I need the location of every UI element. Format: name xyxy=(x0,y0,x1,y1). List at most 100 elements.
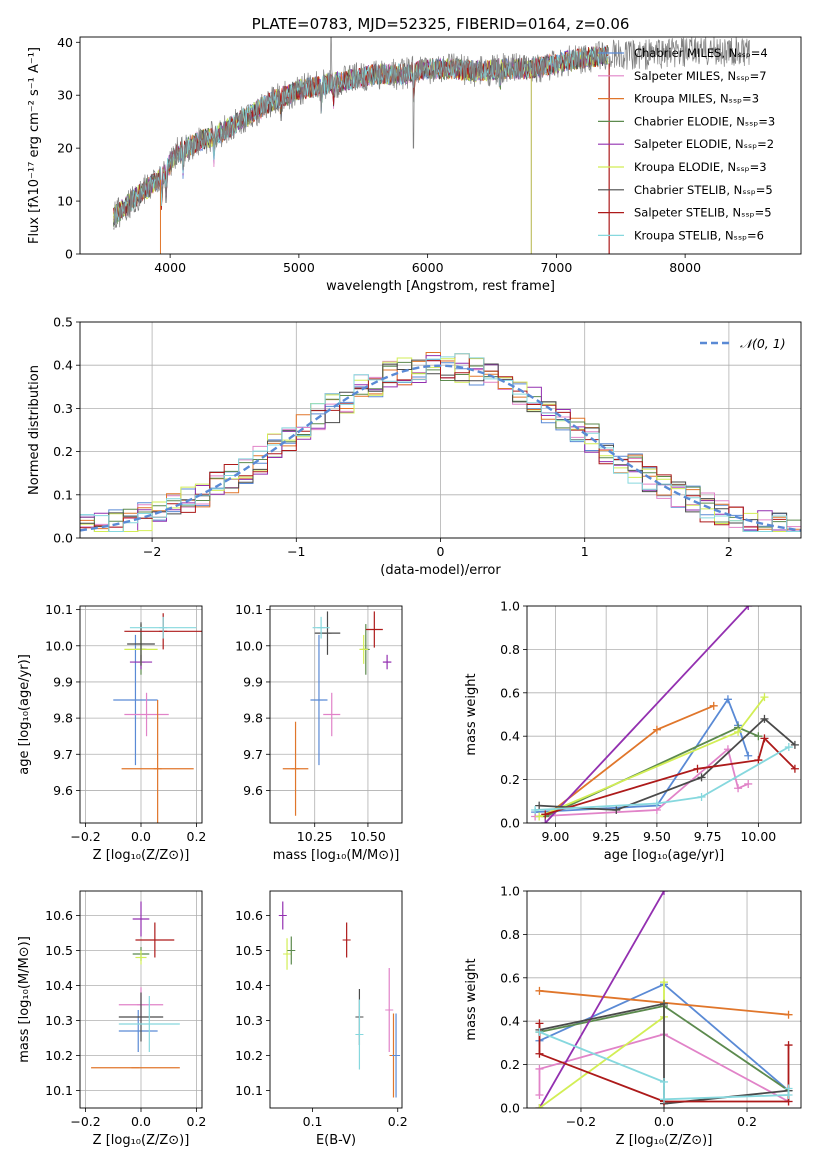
x-axis-label: (data-model)/error xyxy=(380,563,501,578)
weight-vs-Z-plot-area xyxy=(535,891,793,1108)
plus-marker xyxy=(744,606,753,610)
x-tick-label: 9.75 xyxy=(694,829,722,844)
y-tick-label: 9.7 xyxy=(53,747,73,762)
y-tick-label: 9.7 xyxy=(243,747,263,762)
plus-marker xyxy=(790,764,799,773)
y-tick-label: 10.0 xyxy=(45,638,73,653)
weight-line xyxy=(539,717,796,811)
legend-separator: , xyxy=(720,160,727,174)
plus-marker xyxy=(660,978,668,987)
mass-vs-Z-panel: −0.2 0.0 0.2 10.1 10.2 10.3 10.4 10.5 10.6 Z [log… xyxy=(17,890,206,1148)
y-tick-label: 0.4 xyxy=(500,1014,520,1029)
y-tick-label: 20 xyxy=(57,141,73,156)
y-tick-label: 40 xyxy=(57,35,73,50)
y-tick-label: 0.8 xyxy=(500,927,520,942)
legend-item: Salpeter ELODIE, Nₛₛₚ=2 xyxy=(598,137,774,151)
errorbar-point xyxy=(129,616,197,639)
x-tick-label: −0.2 xyxy=(566,1114,596,1129)
errorbar-point xyxy=(385,968,394,1052)
age-vs-Z-plot-area xyxy=(113,613,202,823)
y-tick-label: 9.6 xyxy=(243,783,263,798)
weight-line xyxy=(538,891,665,1108)
plus-marker xyxy=(660,891,668,895)
axes-frame xyxy=(79,36,802,255)
plus-marker xyxy=(784,743,793,752)
y-tick-label: 10.3 xyxy=(45,1013,73,1028)
errorbar-point xyxy=(124,692,169,737)
y-tick-label: 0.0 xyxy=(500,816,520,831)
weight-line xyxy=(545,736,796,816)
legend-separator: , xyxy=(720,69,727,83)
legend-separator: , xyxy=(729,114,736,128)
legend-nssp: Nₛₛₚ=3 xyxy=(727,160,766,174)
age-vs-Z-panel: −0.2 0.0 0.2 9.6 9.7 9.8 9.9 10.0 10.1 Z [log₁₀(Z… xyxy=(17,602,206,863)
plus-marker xyxy=(734,727,743,736)
plus-marker xyxy=(734,784,743,793)
x-tick-label: −2 xyxy=(143,544,161,559)
x-tick-label: 10.00 xyxy=(740,829,776,844)
legend-label: Chabrier ELODIE, Nₛₛₚ=3 xyxy=(634,114,775,128)
legend-model-name: Chabrier STELIB xyxy=(634,183,726,197)
y-tick-label: 0.0 xyxy=(53,531,73,546)
y-tick-label: 10.4 xyxy=(45,978,73,993)
legend-label: Chabrier MILES, Nₛₛₚ=4 xyxy=(634,46,768,60)
y-axis-label: Normed distribution xyxy=(27,365,42,495)
legend-label: Chabrier STELIB, Nₛₛₚ=5 xyxy=(634,183,773,197)
weight-series xyxy=(531,743,793,814)
plus-marker xyxy=(790,740,799,749)
plus-marker xyxy=(723,695,732,704)
legend-model-name: Chabrier ELODIE xyxy=(634,114,729,128)
weight-vs-Z-ticks: −0.2 0.0 0.2 0.0 0.2 0.4 0.6 0.8 1.0 xyxy=(500,884,801,1129)
legend-model-name: Chabrier MILES xyxy=(634,46,721,60)
plus-marker xyxy=(784,1010,793,1019)
weight-line xyxy=(544,704,715,818)
plus-marker xyxy=(535,1019,544,1028)
y-tick-label: 0 xyxy=(65,247,73,262)
mass-vs-Z-plot-area xyxy=(91,901,180,1069)
y-tick-label: 0.2 xyxy=(500,772,520,787)
y-tick-label: 0.8 xyxy=(500,642,520,657)
legend-model-name: Kroupa STELIB xyxy=(634,228,718,242)
plus-marker xyxy=(754,732,763,741)
x-axis-label: mass [log₁₀(M/M⊙)] xyxy=(273,848,400,863)
axes-frame xyxy=(526,890,802,1109)
weight-vs-age-panel: 9.00 9.25 9.50 9.75 10.00 0.0 0.2 0.4 0.6 0.8 1.0 a… xyxy=(464,599,802,863)
axes-frame xyxy=(79,890,203,1109)
y-tick-label: 10.1 xyxy=(235,1083,263,1098)
y-tick-label: 0.2 xyxy=(53,444,73,459)
y-tick-label: 9.9 xyxy=(243,674,263,689)
y-tick-label: 10.3 xyxy=(235,1013,263,1028)
y-tick-label: 0.6 xyxy=(500,970,520,985)
y-tick-label: 0.6 xyxy=(500,685,520,700)
y-tick-label: 9.6 xyxy=(53,783,73,798)
errorbar-point xyxy=(118,996,180,1052)
legend-item: Kroupa MILES, Nₛₛₚ=3 xyxy=(598,92,759,106)
legend-separator: , xyxy=(721,46,728,60)
y-tick-label: 0.4 xyxy=(53,358,73,373)
y-tick-label: 10.2 xyxy=(235,1048,263,1063)
errorbar-point xyxy=(282,721,309,816)
errorbar-point xyxy=(287,936,296,965)
mass-vs-EBV-ticks: 0.1 0.2 10.1 10.2 10.3 10.4 10.5 10.6 xyxy=(235,908,408,1129)
legend: Chabrier MILES, Nₛₛₚ=4 Salpeter MILES, Nₛ… xyxy=(598,46,775,242)
plus-marker xyxy=(697,792,706,801)
y-tick-label: 10.5 xyxy=(235,943,263,958)
plus-marker xyxy=(693,764,702,773)
legend-item: Chabrier ELODIE, Nₛₛₚ=3 xyxy=(598,114,775,128)
x-tick-label: 0.2 xyxy=(388,1114,408,1129)
y-tick-label: 0.0 xyxy=(500,1101,520,1116)
errorbar-point xyxy=(135,950,147,965)
x-tick-label: 0.2 xyxy=(187,829,207,844)
y-axis-label: mass weight xyxy=(464,958,479,1040)
mass-vs-Z-ticks: −0.2 0.0 0.2 10.1 10.2 10.3 10.4 10.5 10.6 xyxy=(45,891,206,1129)
y-tick-label: 0.5 xyxy=(53,315,73,330)
plus-marker xyxy=(760,734,769,743)
weight-line xyxy=(535,697,750,813)
axes-frame xyxy=(526,605,802,824)
plus-marker xyxy=(709,701,718,710)
residuals-plot-area xyxy=(80,352,801,532)
legend-separator: , xyxy=(725,206,732,220)
y-axis-label: Flux [fλ10⁻¹⁷ erg cm⁻² s⁻¹ A⁻¹] xyxy=(27,47,42,244)
y-tick-label: 10.6 xyxy=(45,908,73,923)
weight-series xyxy=(541,701,718,821)
